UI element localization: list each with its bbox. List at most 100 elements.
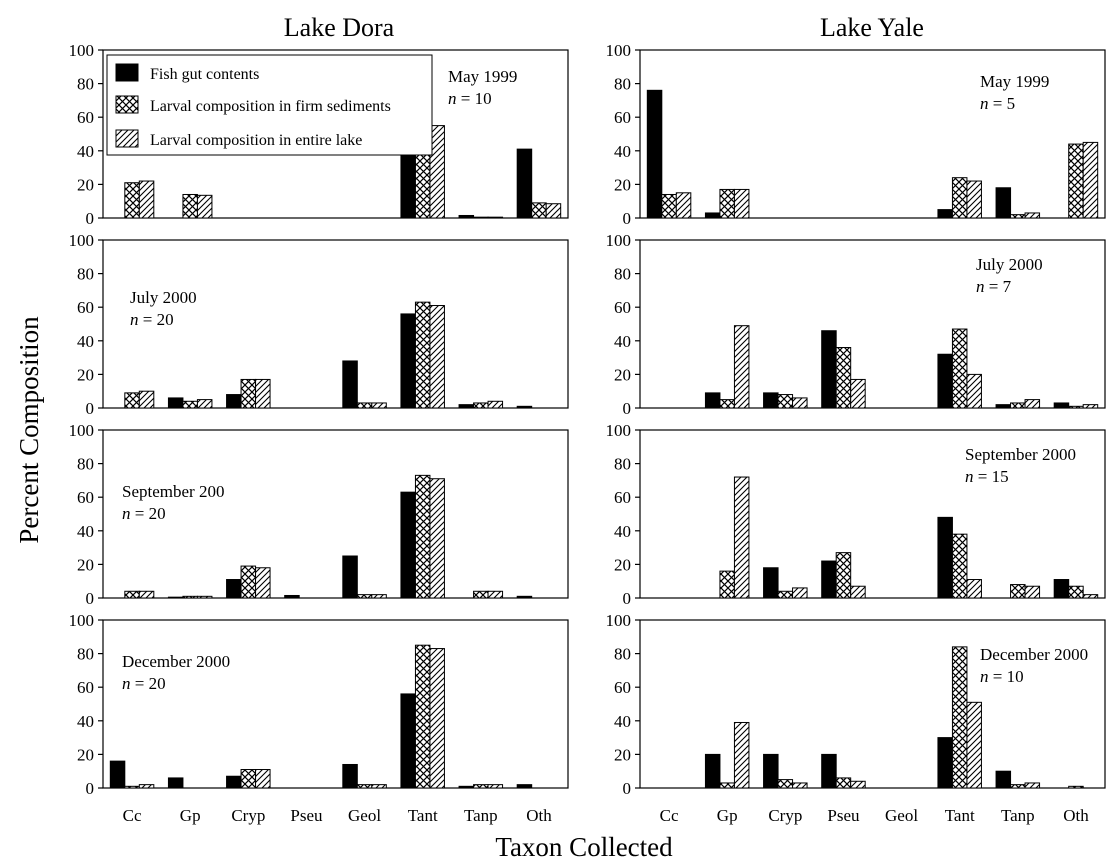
legend-label-fish-gut: Fish gut contents — [150, 66, 259, 83]
bar-entire-lake-tant — [429, 125, 445, 219]
bar-entire-lake-gp — [733, 188, 750, 219]
panel-dora-2: 0 20 40 60 80 100 July 2000 n = 20 — [69, 231, 569, 418]
x-tick-label-tant: Tant — [945, 806, 975, 825]
bar-entire-lake-cryp — [792, 782, 808, 789]
bar-entire-lake-tant — [429, 648, 445, 789]
panel-date-label: September 200 — [122, 482, 224, 501]
bar-entire-lake-oth — [1082, 404, 1099, 409]
panel-yale-4: 0 20 40 60 80 100 Cc Gp Cryp Pseu Geol Tant Tanp Oth D… — [606, 611, 1106, 825]
bar-entire-lake-cryp — [255, 378, 271, 409]
bar-fish-gut-cc — [646, 89, 663, 219]
panel-n-label: n = 10 — [448, 89, 492, 108]
legend-swatch-fish-gut — [115, 63, 139, 82]
bar-entire-lake-tanp — [1024, 399, 1041, 409]
x-tick-label-oth: Oth — [1063, 806, 1089, 825]
y-tick-label: 100 — [69, 41, 95, 60]
y-tick-label: 100 — [606, 611, 632, 630]
bar-firm-sediments-pseu — [835, 347, 852, 409]
legend-box — [106, 54, 433, 156]
x-tick-label-tant: Tant — [408, 806, 438, 825]
bar-entire-lake-tant — [966, 373, 982, 409]
y-tick-label: 0 — [86, 589, 95, 608]
bar-firm-sediments-cryp — [777, 590, 794, 599]
y-tick-label: 80 — [77, 645, 94, 664]
bar-fish-gut-gp — [704, 212, 721, 219]
y-tick-label: 20 — [614, 555, 631, 574]
x-tick-label-geol: Geol — [348, 806, 381, 825]
n-equals: = — [989, 667, 1007, 686]
y-tick-label: 40 — [614, 332, 631, 351]
y-tick-label: 60 — [614, 108, 631, 127]
bar-firm-sediments-cc — [124, 590, 140, 599]
bar-firm-sediments-pseu — [835, 552, 852, 599]
y-tick-label: 80 — [77, 455, 94, 474]
y-tick-label: 80 — [614, 455, 631, 474]
bar-fish-gut-tanp — [458, 785, 475, 789]
y-tick-label: 20 — [77, 365, 94, 384]
bar-entire-lake-gp — [196, 595, 213, 599]
bar-fish-gut-cryp — [226, 579, 242, 599]
y-tick-label: 0 — [86, 399, 95, 418]
bar-fish-gut-tanp — [458, 214, 475, 219]
bar-firm-sediments-oth — [531, 202, 547, 219]
bar-fish-gut-tant — [400, 313, 416, 409]
panel-date-label: July 2000 — [976, 255, 1043, 274]
bar-entire-lake-geol — [371, 784, 387, 789]
panel-n-label: n = 20 — [130, 310, 174, 329]
n-symbol: n — [122, 504, 131, 523]
bar-entire-lake-tanp — [1024, 782, 1041, 789]
bar-firm-sediments-cryp — [240, 769, 257, 789]
y-tick-label: 60 — [614, 678, 631, 697]
n-symbol: n — [130, 310, 139, 329]
bar-firm-sediments-tanp — [473, 216, 489, 219]
bar-fish-gut-cryp — [763, 567, 779, 599]
bar-fish-gut-pseu — [821, 330, 837, 409]
bar-firm-sediments-tanp — [1010, 214, 1026, 219]
n-value: 20 — [157, 310, 174, 329]
bar-firm-sediments-oth — [1068, 143, 1084, 219]
y-tick-label: 80 — [614, 265, 631, 284]
n-value: 10 — [475, 89, 492, 108]
column-title-lake-yale: Lake Yale — [820, 13, 924, 42]
y-tick-label: 100 — [69, 611, 95, 630]
panel-yale-2: 0 20 40 60 80 100 July 2000 n = 7 — [606, 231, 1106, 418]
y-tick-label: 0 — [623, 779, 632, 798]
bar-fish-gut-oth — [516, 148, 533, 219]
bar-firm-sediments-tanp — [1010, 584, 1026, 599]
bar-entire-lake-oth — [545, 203, 562, 219]
column-title-lake-dora: Lake Dora — [284, 13, 395, 42]
bar-firm-sediments-tant — [951, 177, 968, 219]
y-tick-label: 0 — [623, 399, 632, 418]
panel-date-label: May 1999 — [448, 67, 517, 86]
x-tick-label-cc: Cc — [123, 806, 142, 825]
plot-frame — [639, 429, 1106, 599]
y-tick-label: 100 — [606, 41, 632, 60]
bar-firm-sediments-tant — [414, 301, 431, 409]
bar-firm-sediments-gp — [719, 188, 735, 219]
y-tick-label: 60 — [614, 488, 631, 507]
bar-entire-lake-pseu — [850, 585, 866, 599]
bar-entire-lake-tanp — [487, 784, 504, 789]
bar-fish-gut-cryp — [763, 753, 779, 789]
panel-n-label: n = 20 — [122, 674, 166, 693]
y-tick-label: 40 — [77, 142, 94, 161]
bar-entire-lake-tant — [429, 478, 445, 599]
bar-firm-sediments-tant — [414, 644, 431, 789]
x-tick-label-gp: Gp — [180, 806, 201, 825]
bar-entire-lake-geol — [371, 402, 387, 409]
n-value: 20 — [149, 674, 166, 693]
x-tick-label-cc: Cc — [660, 806, 679, 825]
bar-firm-sediments-tant — [951, 328, 968, 409]
bar-firm-sediments-cryp — [777, 779, 794, 789]
bar-fish-gut-tant — [937, 353, 953, 409]
n-symbol: n — [980, 667, 989, 686]
y-tick-label: 0 — [86, 779, 95, 798]
bar-fish-gut-oth — [516, 595, 533, 599]
bar-firm-sediments-gp — [719, 782, 735, 789]
bar-fish-gut-oth — [1053, 579, 1070, 599]
y-tick-label: 20 — [77, 745, 94, 764]
legend: Fish gut contents Larval composition in … — [106, 54, 433, 156]
panel-n-label: n = 5 — [980, 94, 1015, 113]
bar-entire-lake-cc — [138, 590, 155, 599]
plot-frame — [639, 239, 1106, 409]
